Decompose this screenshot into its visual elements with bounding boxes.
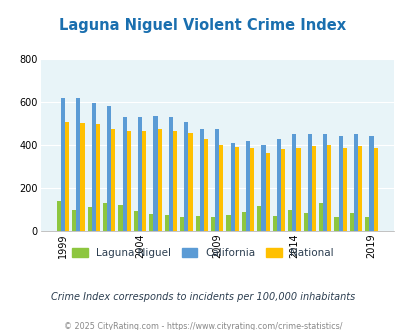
Bar xyxy=(111,129,115,231)
Bar xyxy=(226,215,230,231)
Bar xyxy=(288,210,292,231)
Bar xyxy=(149,214,153,231)
Bar xyxy=(280,149,284,231)
Bar xyxy=(364,217,369,231)
Bar xyxy=(122,117,126,231)
Bar xyxy=(173,131,177,231)
Bar xyxy=(245,141,249,231)
Bar xyxy=(96,124,100,231)
Text: © 2025 CityRating.com - https://www.cityrating.com/crime-statistics/: © 2025 CityRating.com - https://www.city… xyxy=(64,322,341,330)
Bar xyxy=(92,103,96,231)
Bar xyxy=(153,116,157,231)
Bar xyxy=(257,206,261,231)
Bar xyxy=(307,135,311,231)
Bar xyxy=(311,146,315,231)
Bar xyxy=(184,121,188,231)
Text: Crime Index corresponds to incidents per 100,000 inhabitants: Crime Index corresponds to incidents per… xyxy=(51,292,354,302)
Bar xyxy=(230,143,234,231)
Bar xyxy=(272,216,276,231)
Bar xyxy=(338,136,342,231)
Bar xyxy=(215,129,219,231)
Legend: Laguna Niguel, California, National: Laguna Niguel, California, National xyxy=(68,244,337,262)
Bar xyxy=(87,208,92,231)
Bar xyxy=(107,106,111,231)
Bar xyxy=(342,148,346,231)
Bar xyxy=(326,145,330,231)
Bar xyxy=(134,211,138,231)
Bar xyxy=(276,139,280,231)
Bar xyxy=(261,145,265,231)
Bar xyxy=(157,129,161,231)
Bar xyxy=(164,215,168,231)
Bar xyxy=(203,139,207,231)
Bar xyxy=(103,203,107,231)
Bar xyxy=(296,148,300,231)
Text: Laguna Niguel Violent Crime Index: Laguna Niguel Violent Crime Index xyxy=(59,18,346,33)
Bar xyxy=(188,133,192,231)
Bar xyxy=(118,205,122,231)
Bar xyxy=(349,213,353,231)
Bar xyxy=(292,135,296,231)
Bar xyxy=(126,131,130,231)
Bar xyxy=(373,148,377,231)
Bar xyxy=(353,135,357,231)
Bar xyxy=(369,136,373,231)
Bar xyxy=(138,117,142,231)
Bar xyxy=(322,135,326,231)
Bar xyxy=(72,210,76,231)
Bar xyxy=(65,121,69,231)
Bar xyxy=(76,98,80,231)
Bar xyxy=(180,217,184,231)
Bar xyxy=(57,201,61,231)
Bar xyxy=(357,146,361,231)
Bar xyxy=(168,117,173,231)
Bar xyxy=(219,145,223,231)
Bar xyxy=(199,129,203,231)
Bar xyxy=(334,217,338,231)
Bar xyxy=(80,123,84,231)
Bar xyxy=(249,148,254,231)
Bar xyxy=(61,98,65,231)
Bar xyxy=(234,147,238,231)
Bar xyxy=(318,203,322,231)
Bar xyxy=(241,212,245,231)
Bar xyxy=(195,216,199,231)
Bar xyxy=(211,217,215,231)
Bar xyxy=(142,131,146,231)
Bar xyxy=(265,153,269,231)
Bar xyxy=(303,213,307,231)
